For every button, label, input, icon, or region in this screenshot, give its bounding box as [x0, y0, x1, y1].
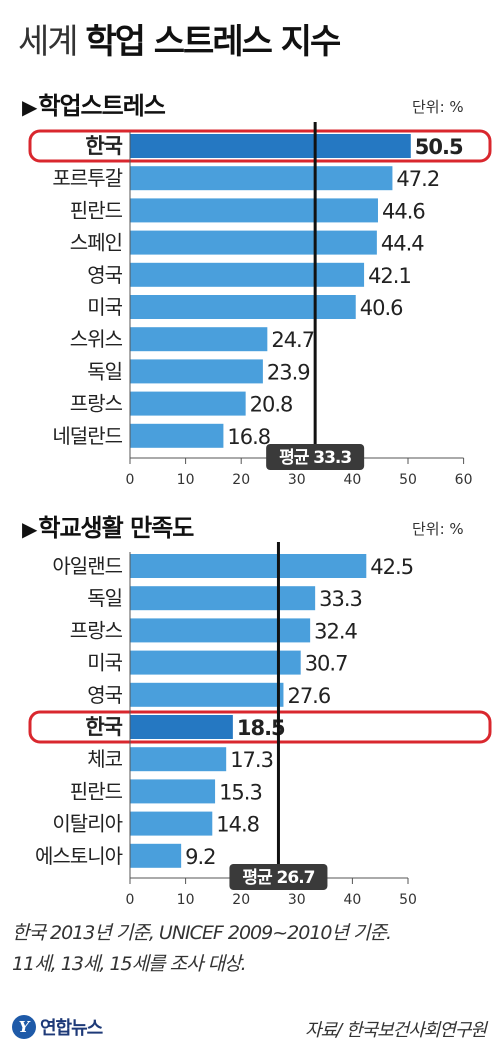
bar	[130, 423, 224, 448]
stress-chart: 한국 50.5 포르투갈 47.2 핀란드 44.6 스페인 44.4 영국 42.1 미국 40.6…	[28, 122, 492, 488]
value-label: 14.8	[216, 813, 259, 837]
value-label: 9.2	[185, 845, 215, 869]
x-tick-label: 30	[288, 892, 306, 908]
triangle-icon: ▶	[22, 517, 37, 541]
bar	[130, 715, 233, 739]
chart2-title-text: 학교생활 만족도	[38, 514, 194, 542]
x-tick-label: 0	[126, 892, 135, 908]
value-label: 33.3	[319, 587, 362, 611]
value-label: 20.8	[250, 393, 293, 417]
x-tick-label: 10	[177, 472, 195, 488]
category-label: 이탈리아	[52, 812, 122, 836]
x-tick-label: 60	[455, 472, 473, 488]
bar	[130, 747, 227, 772]
chart2-title: ▶학교생활 만족도	[22, 508, 194, 543]
average-label: 평균 26.7	[242, 868, 314, 888]
chart1-unit: 단위: %	[412, 98, 464, 116]
value-label: 17.3	[230, 748, 273, 772]
category-label: 핀란드	[70, 779, 123, 803]
bar	[130, 230, 377, 255]
category-label: 체코	[87, 747, 122, 771]
footnote: 한국 2013년 기준, UNICEF 2009~2010년 기준. 11세, …	[12, 918, 492, 980]
category-label: 프랑스	[70, 618, 123, 642]
highlight-box	[28, 129, 492, 163]
chart1-title-text: 학업스트레스	[38, 92, 165, 120]
bar	[130, 391, 246, 416]
x-tick-label: 50	[399, 472, 417, 488]
x-tick-label: 0	[126, 472, 135, 488]
chart1-title: ▶학업스트레스	[22, 86, 166, 121]
category-label: 미국	[87, 295, 122, 319]
category-label: 스위스	[70, 327, 123, 351]
average-label: 평균 33.3	[279, 448, 351, 468]
x-tick-label: 10	[177, 892, 195, 908]
bar	[130, 618, 311, 643]
category-label: 포르투갈	[52, 166, 122, 190]
value-label: 23.9	[267, 360, 310, 384]
category-label: 한국	[85, 715, 122, 739]
triangle-icon: ▶	[22, 95, 37, 119]
bar	[130, 811, 213, 836]
value-label: 50.5	[415, 135, 463, 159]
value-label: 44.6	[382, 199, 425, 223]
value-label: 42.1	[368, 264, 411, 288]
value-label: 27.6	[287, 684, 330, 708]
bar	[130, 359, 263, 384]
value-label: 16.8	[227, 425, 270, 449]
x-tick-label: 20	[232, 472, 250, 488]
category-label: 프랑스	[70, 392, 123, 416]
bar	[130, 586, 316, 611]
category-label: 독일	[87, 359, 122, 383]
highlight-box	[28, 710, 492, 744]
bar	[130, 554, 367, 578]
category-label: 한국	[85, 134, 122, 158]
source-text: 자료/ 한국보건사회연구원	[305, 1020, 487, 1041]
category-label: 영국	[87, 683, 122, 707]
category-label: 핀란드	[70, 198, 123, 222]
value-label: 42.5	[370, 555, 413, 579]
value-label: 47.2	[396, 167, 439, 191]
category-label: 스페인	[70, 231, 122, 255]
category-label: 미국	[87, 651, 122, 675]
bar	[130, 327, 268, 352]
average-badge	[266, 444, 365, 470]
bar	[130, 295, 356, 319]
category-label: 독일	[87, 586, 122, 610]
logo: Y 연합뉴스	[12, 1014, 103, 1040]
bar	[130, 262, 365, 287]
bar	[130, 166, 393, 191]
category-label: 네덜란드	[52, 424, 122, 448]
bar	[130, 682, 284, 707]
title-main: 학업 스트레스 지수	[85, 22, 341, 62]
average-badge	[229, 864, 328, 890]
yonhap-logo-icon: Y	[12, 1015, 36, 1039]
bar	[130, 134, 411, 158]
footer: Y 연합뉴스 자료/ 한국보건사회연구원	[0, 1004, 500, 1048]
value-label: 24.7	[271, 328, 314, 352]
page-title: 세계 학업 스트레스 지수	[18, 14, 341, 63]
value-label: 15.3	[219, 780, 262, 804]
x-tick-label: 50	[399, 892, 417, 908]
bar	[130, 843, 182, 868]
footnote-line2: 11세, 13세, 15세를 조사 대상.	[12, 953, 247, 975]
x-tick-label: 40	[343, 472, 361, 488]
value-label: 40.6	[360, 296, 403, 320]
logo-text: 연합뉴스	[40, 1018, 103, 1039]
category-label: 아일랜드	[52, 554, 122, 578]
x-tick-label: 40	[343, 892, 361, 908]
value-label: 30.7	[305, 652, 348, 676]
title-prefix: 세계	[18, 22, 79, 62]
category-label: 에스토니아	[35, 844, 123, 868]
x-tick-label: 20	[232, 892, 250, 908]
chart2-unit: 단위: %	[412, 520, 464, 538]
value-label: 32.4	[314, 619, 357, 643]
value-label: 44.4	[381, 232, 424, 256]
bar	[130, 198, 378, 223]
category-label: 영국	[87, 263, 122, 287]
x-tick-label: 30	[288, 472, 306, 488]
bar	[130, 650, 301, 675]
footnote-line1: 한국 2013년 기준, UNICEF 2009~2010년 기준.	[12, 922, 392, 944]
bar	[130, 779, 216, 804]
